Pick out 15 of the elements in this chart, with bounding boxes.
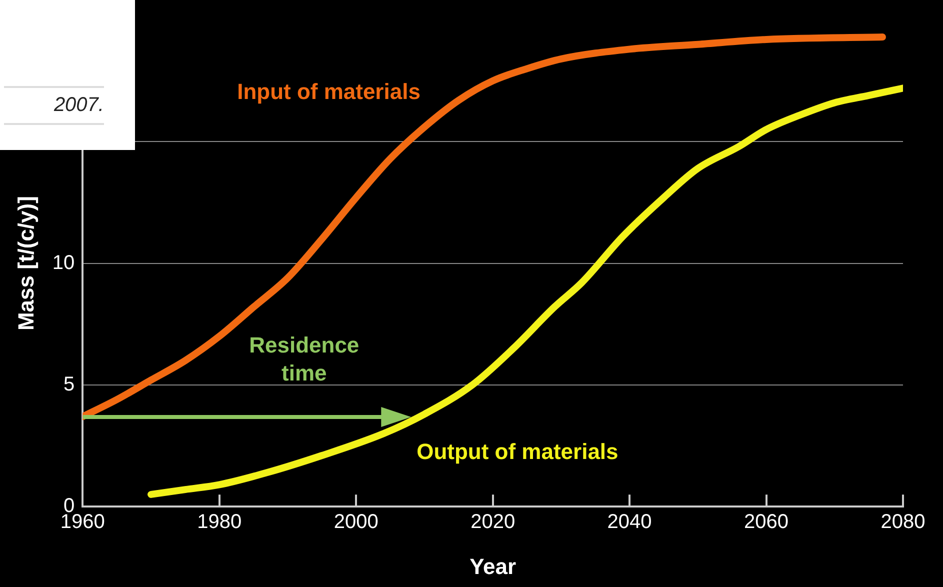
x-tick-label: 1980	[197, 511, 242, 534]
x-tick-label: 2040	[607, 511, 652, 534]
x-tick-label: 2060	[744, 511, 789, 534]
annotation: Residence time	[249, 332, 360, 386]
y-axis-title: Mass [t/(c/y)]	[13, 196, 38, 331]
x-axis-title: Year	[470, 554, 517, 579]
x-tick-label: 2020	[470, 511, 516, 534]
annotation: 2007.	[4, 86, 104, 125]
y-tick-label: 5	[64, 373, 75, 396]
y-tick-label: 10	[52, 252, 75, 274]
series-label: Output of materials	[416, 439, 618, 464]
paper-snippet: 2007.	[0, 0, 135, 150]
series-label: Input of materials	[237, 79, 420, 104]
x-tick-label: 2000	[334, 511, 378, 534]
x-tick-label: 2080	[880, 511, 926, 534]
